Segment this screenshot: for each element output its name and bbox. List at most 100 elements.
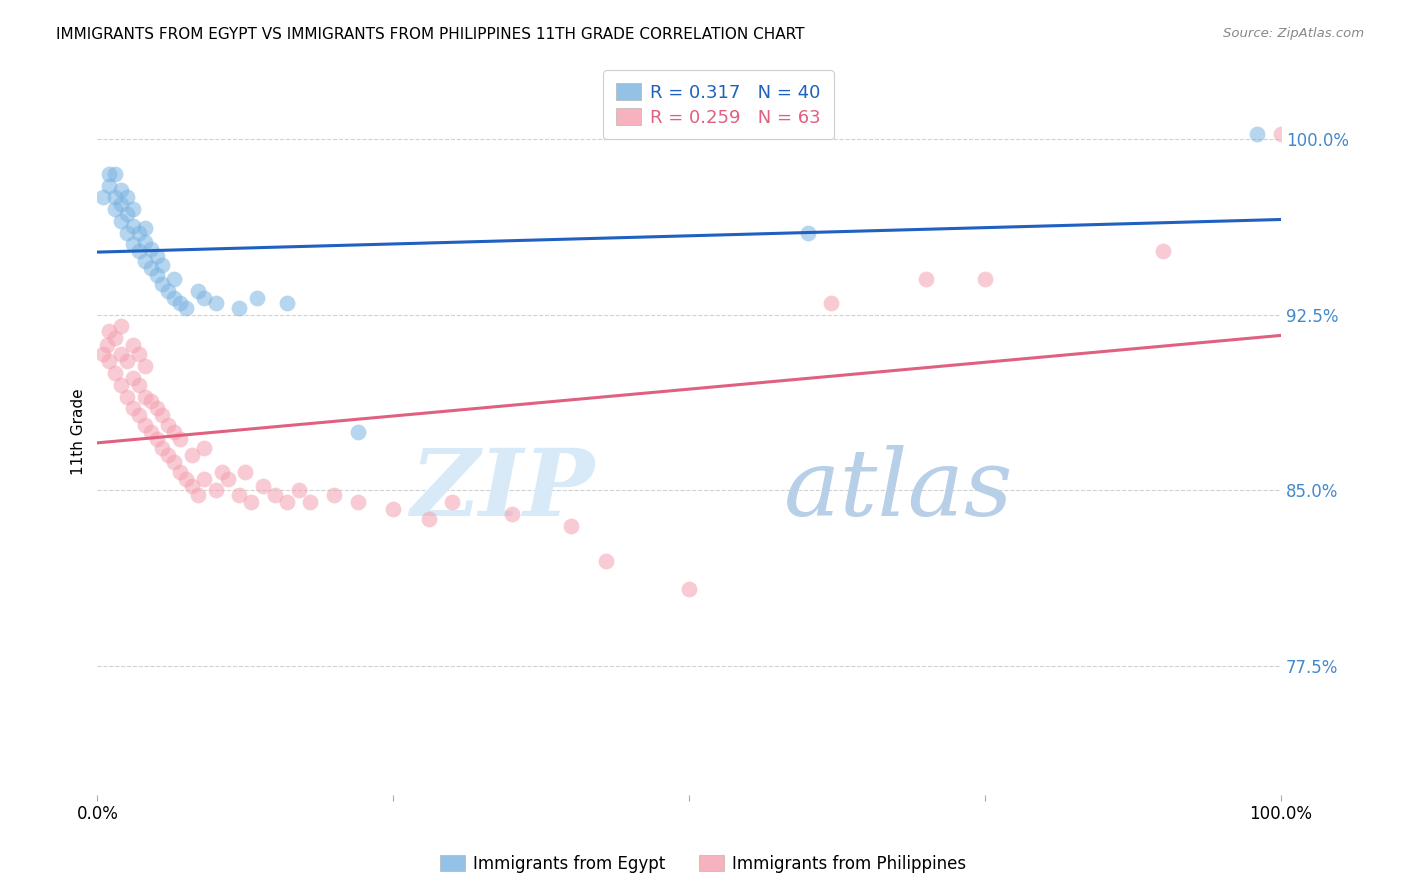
Point	[98, 178, 121, 193]
Point	[193, 441, 215, 455]
Point	[163, 455, 186, 469]
Text: atlas: atlas	[783, 445, 1014, 535]
Point	[134, 253, 156, 268]
Point	[796, 226, 818, 240]
Point	[134, 359, 156, 374]
Point	[276, 495, 298, 509]
Point	[152, 277, 174, 292]
Point	[104, 167, 127, 181]
Point	[418, 511, 440, 525]
Point	[193, 472, 215, 486]
Point	[134, 235, 156, 249]
Point	[128, 409, 150, 423]
Point	[1246, 127, 1268, 141]
Point	[204, 483, 226, 498]
Point	[115, 390, 138, 404]
Point	[121, 338, 143, 352]
Point	[211, 465, 233, 479]
Point	[145, 268, 167, 282]
Point	[678, 582, 700, 596]
Point	[157, 417, 180, 432]
Point	[382, 502, 405, 516]
Point	[110, 319, 132, 334]
Point	[187, 284, 209, 298]
Text: IMMIGRANTS FROM EGYPT VS IMMIGRANTS FROM PHILIPPINES 11TH GRADE CORRELATION CHAR: IMMIGRANTS FROM EGYPT VS IMMIGRANTS FROM…	[56, 27, 804, 42]
Point	[252, 479, 274, 493]
Point	[121, 202, 143, 216]
Point	[139, 260, 162, 275]
Point	[163, 425, 186, 439]
Point	[98, 167, 121, 181]
Point	[152, 441, 174, 455]
Point	[139, 242, 162, 256]
Point	[346, 425, 368, 439]
Point	[115, 190, 138, 204]
Point	[915, 272, 938, 286]
Point	[139, 394, 162, 409]
Point	[228, 301, 250, 315]
Point	[121, 237, 143, 252]
Point	[299, 495, 322, 509]
Point	[110, 183, 132, 197]
Point	[104, 202, 127, 216]
Point	[152, 409, 174, 423]
Point	[501, 507, 523, 521]
Point	[346, 495, 368, 509]
Point	[276, 296, 298, 310]
Point	[1270, 127, 1292, 141]
Point	[163, 272, 186, 286]
Point	[217, 472, 239, 486]
Text: Source: ZipAtlas.com: Source: ZipAtlas.com	[1223, 27, 1364, 40]
Y-axis label: 11th Grade: 11th Grade	[72, 389, 86, 475]
Point	[174, 301, 197, 315]
Point	[246, 291, 269, 305]
Point	[128, 378, 150, 392]
Point	[233, 465, 256, 479]
Text: ZIP: ZIP	[411, 445, 595, 535]
Point	[1152, 244, 1174, 259]
Point	[128, 347, 150, 361]
Point	[174, 472, 197, 486]
Point	[157, 284, 180, 298]
Point	[228, 488, 250, 502]
Point	[98, 354, 121, 368]
Point	[145, 432, 167, 446]
Point	[110, 214, 132, 228]
Point	[240, 495, 263, 509]
Point	[820, 296, 842, 310]
Point	[91, 347, 114, 361]
Point	[121, 371, 143, 385]
Point	[96, 338, 118, 352]
Point	[139, 425, 162, 439]
Legend: R = 0.317   N = 40, R = 0.259   N = 63: R = 0.317 N = 40, R = 0.259 N = 63	[603, 70, 834, 139]
Point	[110, 378, 132, 392]
Point	[104, 366, 127, 380]
Point	[91, 190, 114, 204]
Point	[134, 220, 156, 235]
Point	[974, 272, 997, 286]
Point	[115, 207, 138, 221]
Point	[134, 417, 156, 432]
Point	[264, 488, 287, 502]
Point	[181, 448, 204, 462]
Point	[128, 226, 150, 240]
Point	[145, 401, 167, 416]
Point	[104, 331, 127, 345]
Point	[169, 296, 191, 310]
Point	[441, 495, 464, 509]
Point	[169, 465, 191, 479]
Point	[110, 197, 132, 211]
Point	[145, 249, 167, 263]
Point	[115, 354, 138, 368]
Point	[193, 291, 215, 305]
Point	[560, 518, 582, 533]
Point	[187, 488, 209, 502]
Point	[163, 291, 186, 305]
Point	[98, 324, 121, 338]
Point	[323, 488, 346, 502]
Point	[169, 432, 191, 446]
Point	[121, 401, 143, 416]
Point	[595, 554, 617, 568]
Point	[121, 219, 143, 233]
Point	[128, 244, 150, 259]
